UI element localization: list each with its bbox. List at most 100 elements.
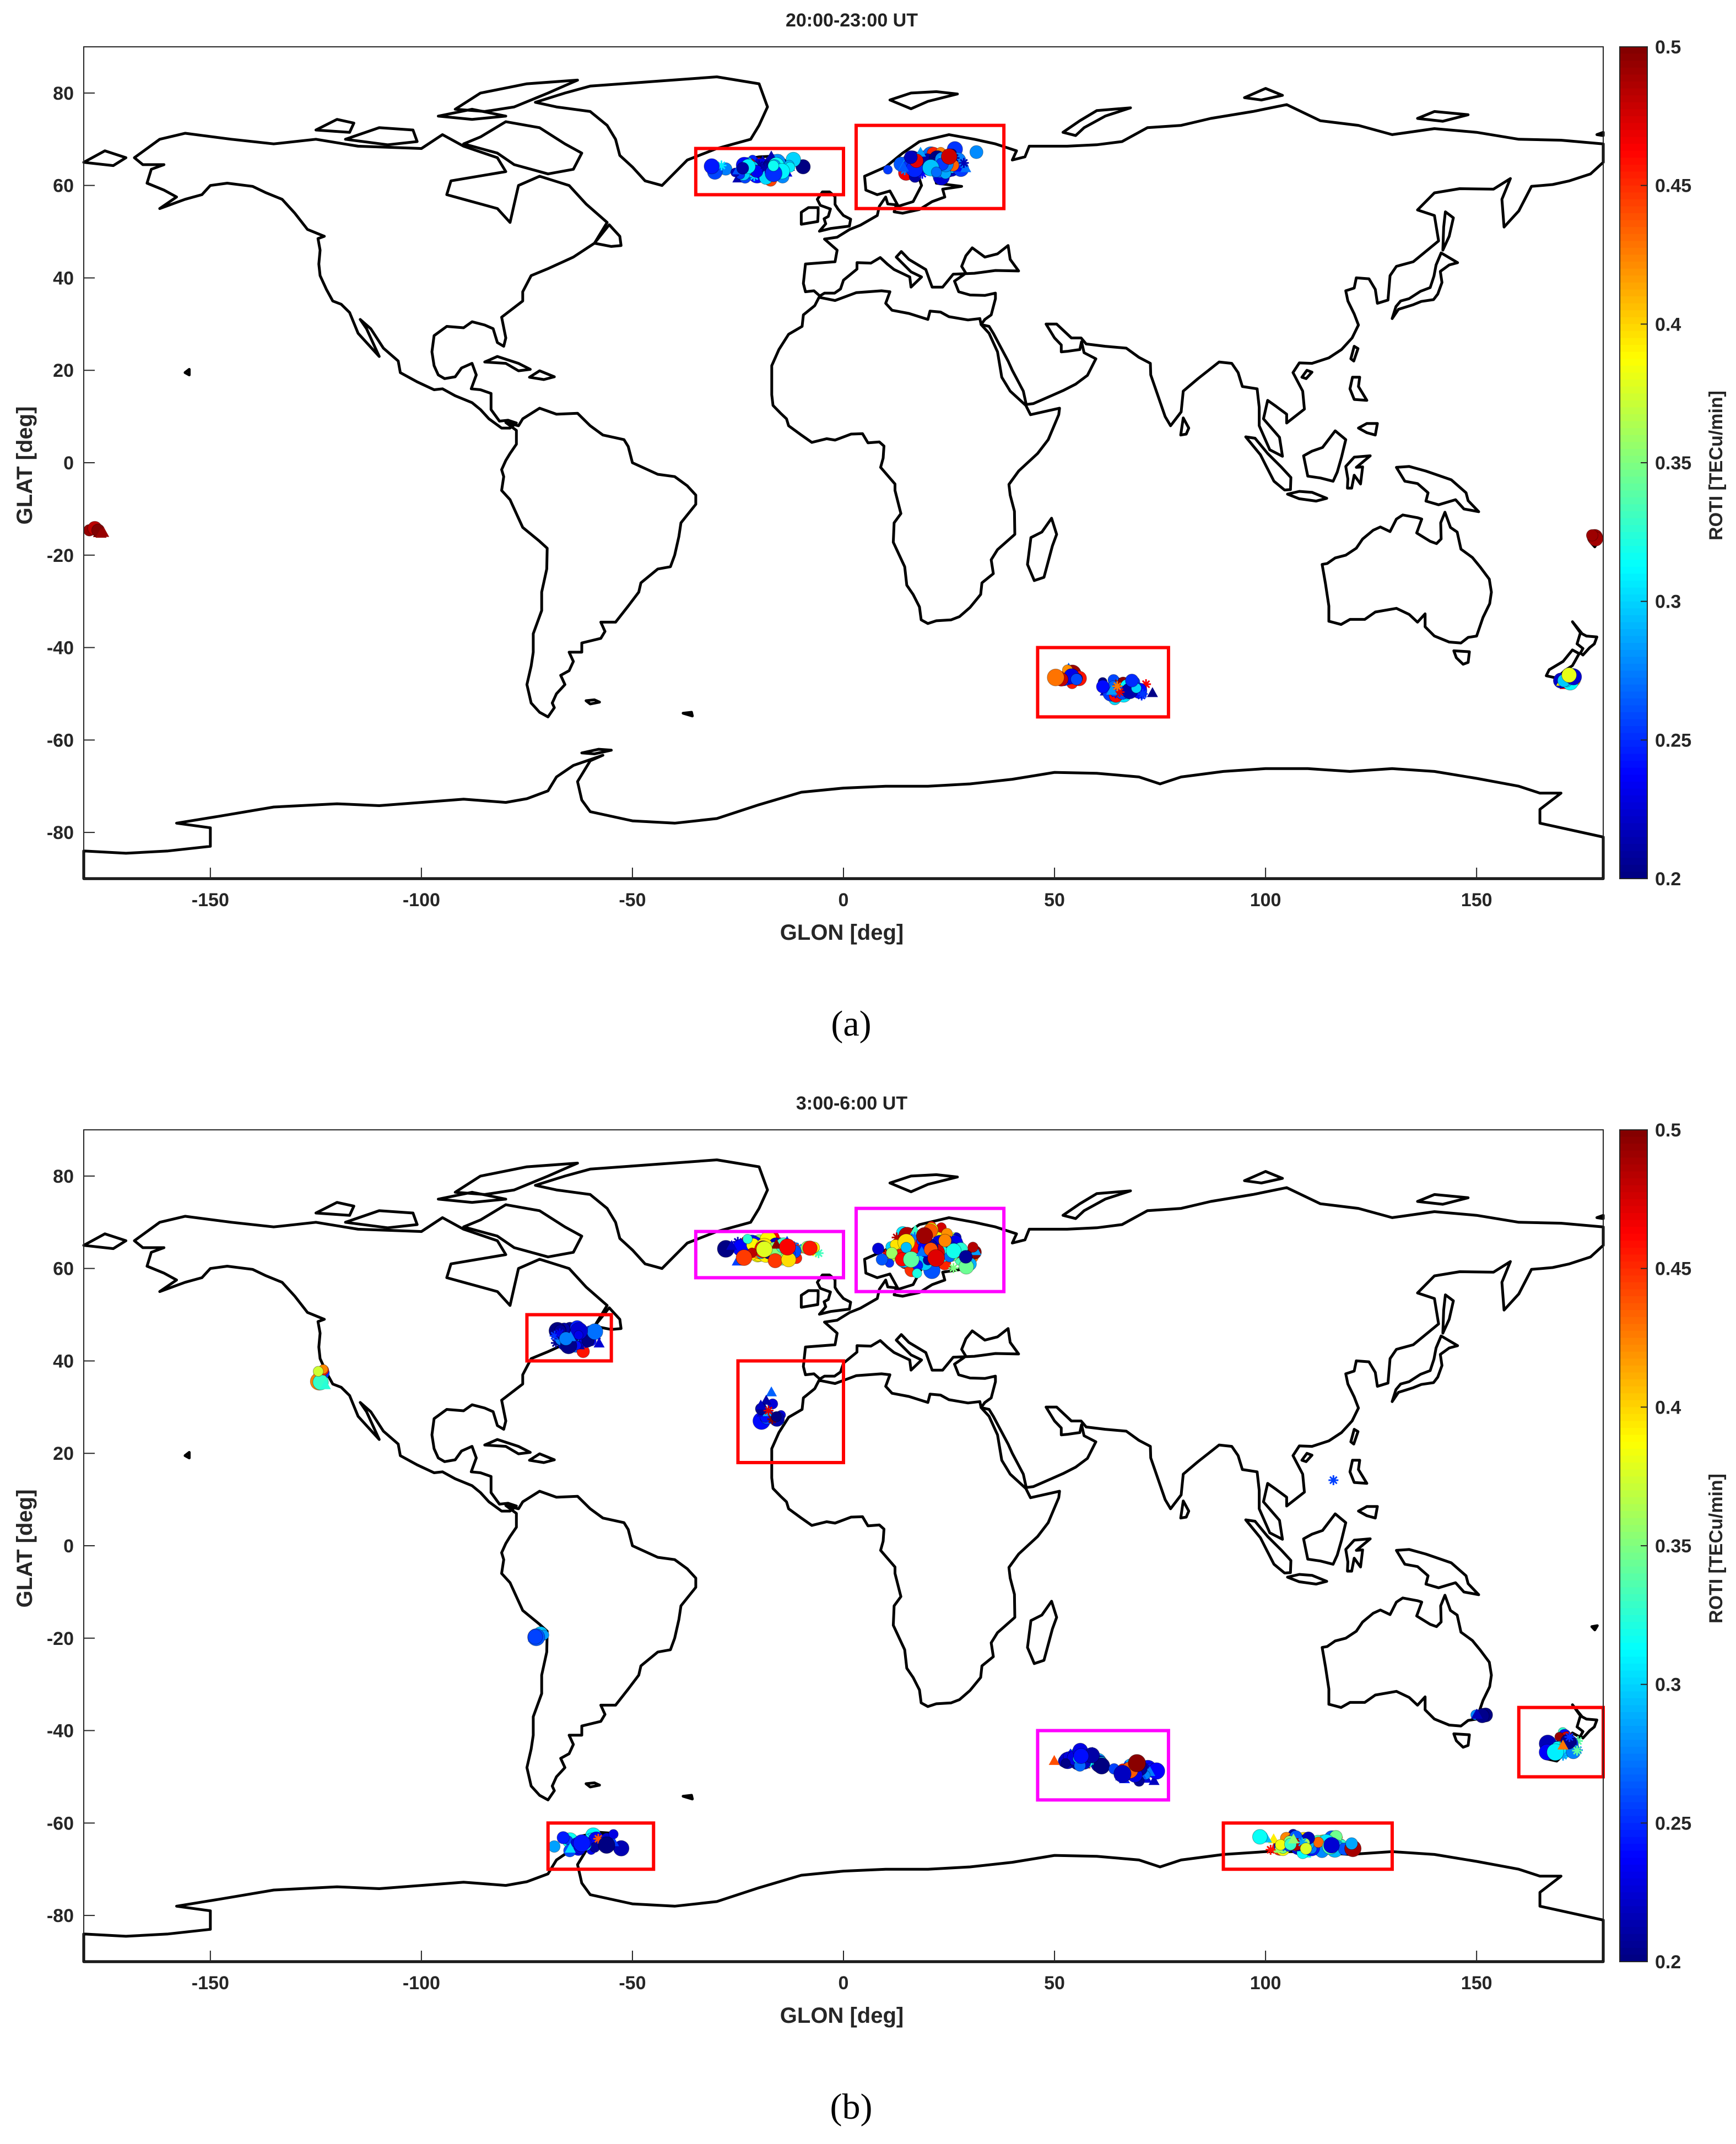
data-point (910, 1232, 920, 1242)
colorbar-segment (1620, 199, 1647, 207)
colorbar-tick-label: 0.45 (1655, 1259, 1691, 1280)
region-box (694, 1230, 845, 1280)
coastline-new-guinea (1395, 1548, 1480, 1596)
colorbar-segment (1620, 1594, 1647, 1602)
colorbar-segment (1620, 497, 1647, 505)
colorbar-segment (1620, 1490, 1647, 1498)
x-tick-label: 0 (839, 890, 849, 911)
colorbar-segment (1620, 463, 1647, 470)
colorbar-segment (1620, 1546, 1647, 1553)
colorbar-segment (1620, 691, 1647, 699)
colorbar-tick-label: 0.3 (1655, 592, 1681, 613)
coastline-borneo (1302, 1512, 1348, 1566)
colorbar-segment (1620, 178, 1647, 186)
colorbar-segment (1620, 469, 1647, 477)
colorbar-segment (1620, 795, 1647, 803)
colorbar-segment (1620, 1144, 1647, 1151)
colorbar-segment (1620, 1850, 1647, 1859)
colorbar-segment (1620, 1629, 1647, 1637)
data-point (608, 1829, 619, 1839)
colorbar-segment (1620, 1761, 1647, 1768)
y-tick-label: 0 (63, 453, 74, 474)
y-tick-label: 80 (53, 83, 74, 104)
colorbar-segment (1620, 1442, 1647, 1449)
data-point (1300, 1842, 1312, 1855)
colorbar-segment (1620, 594, 1647, 602)
colorbar-segment (1620, 1622, 1647, 1629)
colorbar-segment (1620, 359, 1647, 366)
data-point (527, 1629, 543, 1645)
x-tick-label: 50 (1044, 1973, 1065, 1994)
colorbar-segment (1620, 726, 1647, 734)
data-point (1146, 687, 1158, 697)
coastline-victoria-is (344, 126, 419, 147)
y-tick-label: 80 (53, 1166, 74, 1187)
coastline-great-britain (816, 1273, 852, 1316)
colorbar-segment (1620, 380, 1647, 387)
colorbar-segment (1620, 1171, 1647, 1179)
colorbar-segment (1620, 1712, 1647, 1720)
colorbar-segment (1620, 303, 1647, 311)
colorbar-segment (1620, 448, 1647, 457)
colorbar-segment (1620, 1732, 1647, 1741)
data-point (556, 1831, 570, 1844)
coastlines (82, 1158, 1605, 1963)
colorbar-segment (1620, 1740, 1647, 1747)
colorbar-segment (1620, 95, 1647, 103)
colorbar-segment (1620, 74, 1647, 82)
colorbar-segment (1620, 851, 1647, 859)
y-axis-label: GLAT [deg] (13, 1490, 37, 1608)
colorbar-segment (1620, 1566, 1647, 1574)
y-tick-label: -40 (47, 1721, 74, 1742)
colorbar-segment (1620, 1691, 1647, 1699)
colorbar-segment (1620, 754, 1647, 761)
colorbar-segment (1620, 823, 1647, 831)
data-point (897, 161, 909, 172)
colorbar-segment (1620, 705, 1647, 713)
coastline-madagascar (1026, 517, 1058, 582)
colorbar-segment (1620, 636, 1647, 643)
coastline-chukotka-tip (82, 149, 128, 167)
colorbar-segment (1620, 1802, 1647, 1810)
coastline-banks-is (314, 118, 355, 134)
colorbar-segment (1620, 844, 1647, 852)
data-point (320, 1379, 331, 1389)
colorbar-segment (1620, 657, 1647, 664)
coastline-sri-lanka (1179, 1499, 1191, 1520)
colorbar-segment (1620, 622, 1647, 630)
x-tick-label: -100 (403, 1973, 440, 1994)
colorbar-segment (1620, 185, 1647, 193)
colorbar-segment (1620, 1247, 1647, 1255)
colorbar-segment (1620, 1552, 1647, 1560)
coastline-mindanao (1357, 1505, 1379, 1520)
colorbar-segment (1620, 1906, 1647, 1914)
y-axis-label: GLAT [deg] (13, 407, 37, 525)
data-point (1557, 1739, 1569, 1750)
colorbar-segment (1620, 1511, 1647, 1519)
colorbar-segment (1620, 171, 1647, 179)
colorbar-segment (1620, 1580, 1647, 1588)
coastline-sakhalin (1441, 1293, 1455, 1335)
data-point (574, 1330, 583, 1340)
data-point (593, 1337, 605, 1347)
colorbar-segment (1620, 1601, 1647, 1609)
colorbar-segment (1620, 477, 1647, 484)
colorbar-segment (1620, 1892, 1647, 1900)
coastline-victoria-is (344, 1209, 419, 1230)
data-point (1073, 1748, 1089, 1764)
data-point (1561, 667, 1577, 683)
colorbar-segment (1620, 767, 1647, 776)
colorbar-segment (1620, 775, 1647, 782)
region-box (1036, 1729, 1170, 1802)
colorbar-segment (1620, 109, 1647, 117)
coastline-hawaii (183, 368, 191, 377)
coastline-greenland (534, 1158, 769, 1270)
colorbar-segment (1620, 296, 1647, 304)
coastline-ellesmere (453, 1161, 579, 1196)
data-point (716, 160, 727, 171)
data-point (900, 1242, 912, 1254)
colorbar-segment (1620, 1372, 1647, 1380)
colorbar-segment (1620, 435, 1647, 443)
colorbar-segment (1620, 47, 1647, 55)
colorbar-segment (1620, 386, 1647, 394)
